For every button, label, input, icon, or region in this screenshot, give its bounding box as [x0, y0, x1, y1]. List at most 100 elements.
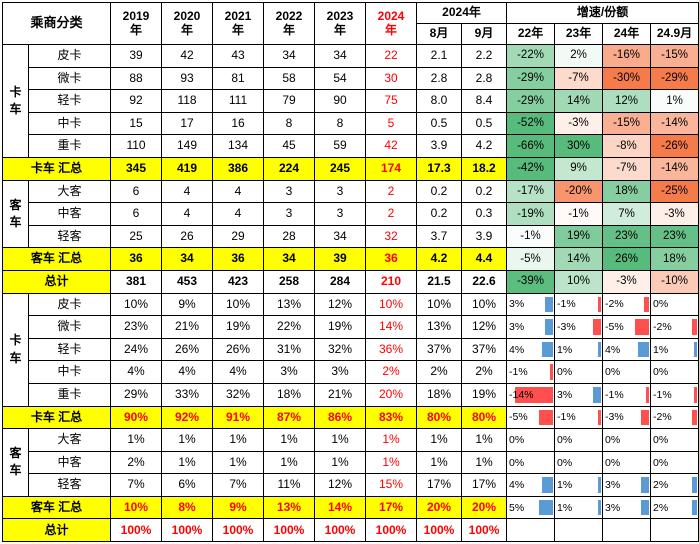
- value-cell: 4: [212, 202, 265, 226]
- data-row: 中客 6 4 4 3 3 2 0.2 0.3 -19% -1% 7% -3%: [3, 202, 699, 226]
- share-change-cell: 0%: [650, 450, 699, 475]
- value-cell: 22%: [263, 315, 316, 339]
- year-header-line1: 2023: [326, 9, 354, 24]
- value-cell: 16: [212, 111, 265, 136]
- value-cell: 4%: [161, 360, 214, 384]
- value-cell: 0.5: [416, 111, 463, 136]
- data-row: 微卡 88 93 81 58 54 30 2.8 2.8 -29% -7% -30% -29%: [3, 66, 699, 91]
- positive-data-bar: [598, 341, 602, 358]
- share-change-cell: 1%: [554, 495, 604, 520]
- value-cell: 18%: [416, 382, 463, 407]
- corner-header: 乘商分类: [1, 2, 112, 45]
- row-label: 微卡: [27, 315, 112, 339]
- value-cell: 8.4: [461, 89, 508, 113]
- row-label: 中客: [27, 202, 112, 226]
- growth-heat-cell: -3%: [554, 111, 604, 136]
- value-cell: 100%: [365, 518, 418, 543]
- growth-heat-cell: -26%: [650, 134, 699, 158]
- share-change-cell: 0%: [602, 428, 652, 452]
- negative-data-bar: [691, 409, 698, 426]
- value-cell: 0.5: [461, 111, 508, 136]
- value-cell: 13%: [263, 495, 316, 520]
- share-change-cell: 0%: [506, 450, 556, 475]
- value-cell: 423: [212, 269, 265, 294]
- value-cell: 100%: [461, 518, 508, 543]
- positive-data-bar: [542, 477, 554, 493]
- growth-heat-cell: -1%: [554, 202, 604, 226]
- value-cell: 37%: [461, 337, 508, 362]
- value-cell: 17%: [461, 473, 508, 497]
- share-change-cell: -1%: [602, 382, 652, 407]
- share-change-value: 0%: [653, 298, 669, 311]
- year-header-line2: 年: [385, 22, 398, 37]
- share-change-cell: -3%: [602, 405, 652, 430]
- growth-heat-cell: 10%: [554, 269, 604, 294]
- value-cell: 10%: [461, 292, 508, 317]
- value-cell: 134: [212, 134, 265, 158]
- value-cell: 80%: [416, 405, 463, 430]
- data-row: 重卡 110 149 134 45 59 42 3.9 4.2 -66% 30% -8% -26%: [3, 134, 699, 158]
- share-change-value: -2%: [605, 298, 624, 311]
- share-change-value: -2%: [653, 411, 672, 424]
- value-cell: 32%: [314, 337, 367, 362]
- value-cell: 6: [110, 179, 163, 204]
- value-cell: 1%: [212, 450, 265, 475]
- share-change-cell: -14%: [506, 382, 556, 407]
- value-cell: 34: [161, 247, 214, 271]
- value-cell: 3: [314, 202, 367, 226]
- share-change-cell: -1%: [554, 292, 604, 317]
- share-change-cell: 0%: [650, 428, 699, 452]
- data-row: 卡车 皮卡 39 42 43 34 34 22 2.1 2.2 -22% 2% -16% -15%: [2, 44, 699, 158]
- row-label: 中卡: [27, 111, 112, 136]
- row-label: 微卡: [27, 66, 112, 91]
- value-cell: 10%: [212, 292, 265, 317]
- row-label: 卡车 汇总: [1, 405, 112, 430]
- negative-data-bar: [539, 409, 554, 426]
- value-cell: 4.4: [461, 247, 508, 271]
- value-cell: 4.2: [461, 134, 508, 158]
- negative-data-bar: [640, 409, 650, 426]
- total-row: 总计 100% 100% 100% 100% 100% 100% 100% 100%: [1, 518, 699, 543]
- value-cell: 10%: [416, 292, 463, 317]
- value-cell: 80%: [461, 405, 508, 430]
- negative-data-bar: [643, 296, 650, 313]
- share-change-cell: 0%: [650, 360, 699, 384]
- growth-heat-cell: -8%: [602, 134, 652, 158]
- data-row: 轻卡 92 118 111 79 90 75 8.0 8.4 -29% 14% 12% 1%: [3, 89, 699, 113]
- value-cell: 25: [110, 224, 163, 249]
- growth-heat-cell: -5%: [506, 247, 556, 271]
- growth-heat-cell: 2%: [554, 44, 604, 68]
- year-header: 2022 年: [263, 2, 316, 45]
- value-cell: 224: [263, 156, 316, 181]
- share-change-cell: 0%: [650, 292, 699, 317]
- negative-data-bar: [691, 319, 698, 335]
- growth-heat-cell: -15%: [650, 44, 699, 68]
- value-cell: 32%: [212, 382, 265, 407]
- value-cell: 75: [365, 89, 418, 113]
- value-cell: 42: [365, 134, 418, 158]
- value-cell: 9%: [212, 495, 265, 520]
- growth-heat-cell: -7%: [602, 156, 652, 181]
- growth-heat-cell: 26%: [602, 247, 652, 271]
- value-cell: 45: [263, 134, 316, 158]
- value-cell: 1%: [416, 450, 463, 475]
- year-header-line2: 年: [334, 22, 347, 37]
- row-label: 轻卡: [27, 89, 112, 113]
- value-cell: 39: [110, 44, 163, 68]
- value-cell: 29: [212, 224, 265, 249]
- table-body: 卡车 皮卡 39 42 43 34 34 22 2.1 2.2 -22% 2% -16% -15% 微卡 88…: [1, 44, 699, 543]
- value-cell: 2%: [365, 360, 418, 384]
- value-cell: 2.2: [461, 44, 508, 68]
- growth-heat-cell: -20%: [554, 179, 604, 204]
- month-header: 9月: [461, 23, 508, 45]
- value-cell: 90%: [110, 405, 163, 430]
- row-label: 轻卡: [27, 337, 112, 362]
- share-change-cell: [602, 518, 652, 543]
- value-cell: 258: [263, 269, 316, 294]
- value-cell: 3%: [314, 360, 367, 384]
- subtotal-row: 客车 汇总 10% 8% 9% 13% 14% 17% 20% 20% 5% 1% 3% 2%: [1, 495, 699, 520]
- group-label: 客车: [2, 179, 29, 249]
- share-change-value: -3%: [557, 321, 576, 334]
- value-cell: 86%: [314, 405, 367, 430]
